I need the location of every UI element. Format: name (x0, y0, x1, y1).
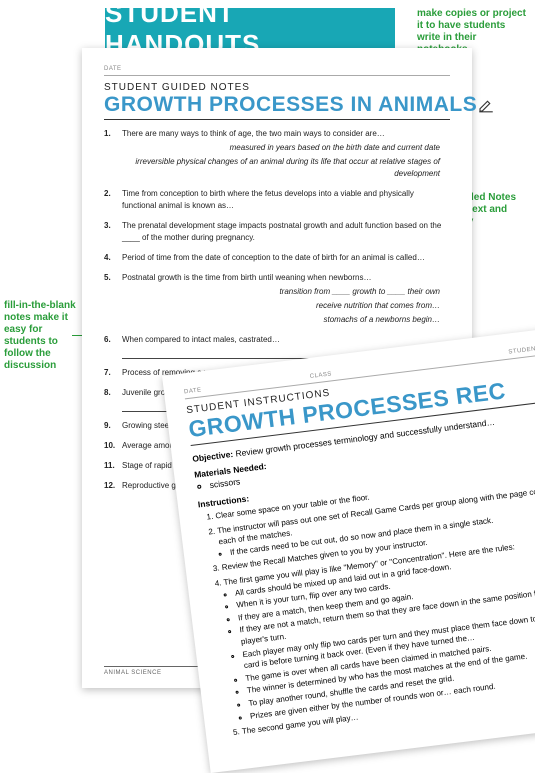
note-italic-line: transition from ____ growth to ____ thei… (122, 286, 450, 298)
header-blank (219, 66, 334, 72)
note-text: The prenatal development stage impacts p… (122, 220, 450, 244)
title-row: GROWTH PROCESSES IN ANIMALS (104, 93, 450, 120)
note-number: 3. (104, 220, 122, 244)
note-italic-line: measured in years based on the birth dat… (122, 142, 450, 154)
header-student-name: STUDENT NAME (435, 343, 535, 364)
sheet-header-row: DATE (104, 66, 450, 76)
pencil-icon (477, 96, 495, 114)
note-item: 4.Period of time from the date of concep… (104, 252, 450, 264)
note-italic-line: irreversible physical changes of an anim… (122, 156, 450, 180)
header-date: DATE (104, 66, 219, 72)
note-number: 6. (104, 334, 122, 359)
note-number: 5. (104, 272, 122, 326)
note-item: 2.Time from conception to birth where th… (104, 188, 450, 212)
objective-label: Objective: (192, 449, 234, 464)
note-number: 10. (104, 440, 122, 452)
note-text: There are many ways to think of age, the… (122, 128, 450, 180)
sheet-title: GROWTH PROCESSES IN ANIMALS (104, 93, 477, 117)
note-number: 7. (104, 367, 122, 379)
note-number: 1. (104, 128, 122, 180)
note-number: 12. (104, 480, 122, 492)
note-italic-line: stomachs of a newborns begin… (122, 314, 450, 326)
note-text: Period of time from the date of concepti… (122, 252, 450, 264)
note-item: 5.Postnatal growth is the time from birt… (104, 272, 450, 326)
worksheet-instructions: DATE CLASS STUDENT NAME STUDENT INSTRUCT… (162, 325, 535, 773)
note-number: 9. (104, 420, 122, 432)
note-number: 8. (104, 387, 122, 412)
note-text: Time from conception to birth where the … (122, 188, 450, 212)
instructions-list: Clear some space on your table or the fl… (215, 466, 535, 737)
header-blank (335, 66, 450, 72)
annotation-mid-left: fill-in-the-blank notes make it easy for… (4, 300, 84, 372)
note-item: 3.The prenatal development stage impacts… (104, 220, 450, 244)
note-italic-line: receive nutrition that comes from… (122, 300, 450, 312)
note-item: 1.There are many ways to think of age, t… (104, 128, 450, 180)
banner-title: STUDENT HANDOUTS (105, 8, 395, 50)
note-number: 4. (104, 252, 122, 264)
note-text: Postnatal growth is the time from birth … (122, 272, 450, 326)
sheet-subheading: STUDENT GUIDED NOTES (104, 82, 450, 93)
note-number: 2. (104, 188, 122, 212)
note-number: 11. (104, 460, 122, 472)
